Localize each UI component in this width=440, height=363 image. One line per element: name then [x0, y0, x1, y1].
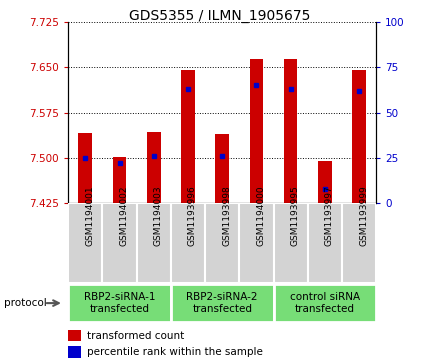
Text: GSM1193999: GSM1193999 — [359, 185, 368, 246]
Bar — [239, 22, 274, 203]
Bar — [352, 70, 366, 203]
Bar — [215, 134, 229, 203]
Text: GSM1193995: GSM1193995 — [291, 185, 300, 246]
Bar — [239, 203, 274, 283]
Bar — [113, 157, 126, 203]
Bar — [318, 161, 332, 203]
Text: protocol: protocol — [4, 298, 47, 308]
Bar — [308, 203, 342, 283]
Bar — [68, 330, 81, 341]
Text: GSM1194001: GSM1194001 — [85, 185, 94, 246]
Text: transformed count: transformed count — [87, 331, 184, 341]
Bar — [274, 203, 308, 283]
Bar — [274, 284, 376, 322]
Bar — [68, 22, 103, 203]
Bar — [68, 203, 103, 283]
Bar — [68, 284, 171, 322]
Text: GSM1194003: GSM1194003 — [154, 185, 163, 246]
Bar — [342, 22, 376, 203]
Bar — [308, 22, 342, 203]
Text: GSM1193996: GSM1193996 — [188, 185, 197, 246]
Text: GDS5355 / ILMN_1905675: GDS5355 / ILMN_1905675 — [129, 9, 311, 23]
Bar — [103, 203, 137, 283]
Text: GSM1194002: GSM1194002 — [120, 185, 128, 245]
Text: GSM1193997: GSM1193997 — [325, 185, 334, 246]
Text: control siRNA
transfected: control siRNA transfected — [290, 292, 360, 314]
Bar — [103, 22, 137, 203]
Bar — [171, 284, 274, 322]
Bar — [137, 203, 171, 283]
Bar — [249, 59, 263, 203]
Bar — [205, 203, 239, 283]
Bar — [171, 203, 205, 283]
Bar — [181, 70, 195, 203]
Bar — [78, 133, 92, 203]
Bar — [171, 22, 205, 203]
Text: RBP2-siRNA-1
transfected: RBP2-siRNA-1 transfected — [84, 292, 155, 314]
Bar — [147, 132, 161, 203]
Bar — [284, 59, 297, 203]
Text: RBP2-siRNA-2
transfected: RBP2-siRNA-2 transfected — [187, 292, 258, 314]
Text: GSM1193998: GSM1193998 — [222, 185, 231, 246]
Bar — [205, 22, 239, 203]
Bar — [68, 346, 81, 358]
Bar — [137, 22, 171, 203]
Text: percentile rank within the sample: percentile rank within the sample — [87, 347, 263, 357]
Text: GSM1194000: GSM1194000 — [257, 185, 265, 246]
Bar — [274, 22, 308, 203]
Bar — [342, 203, 376, 283]
